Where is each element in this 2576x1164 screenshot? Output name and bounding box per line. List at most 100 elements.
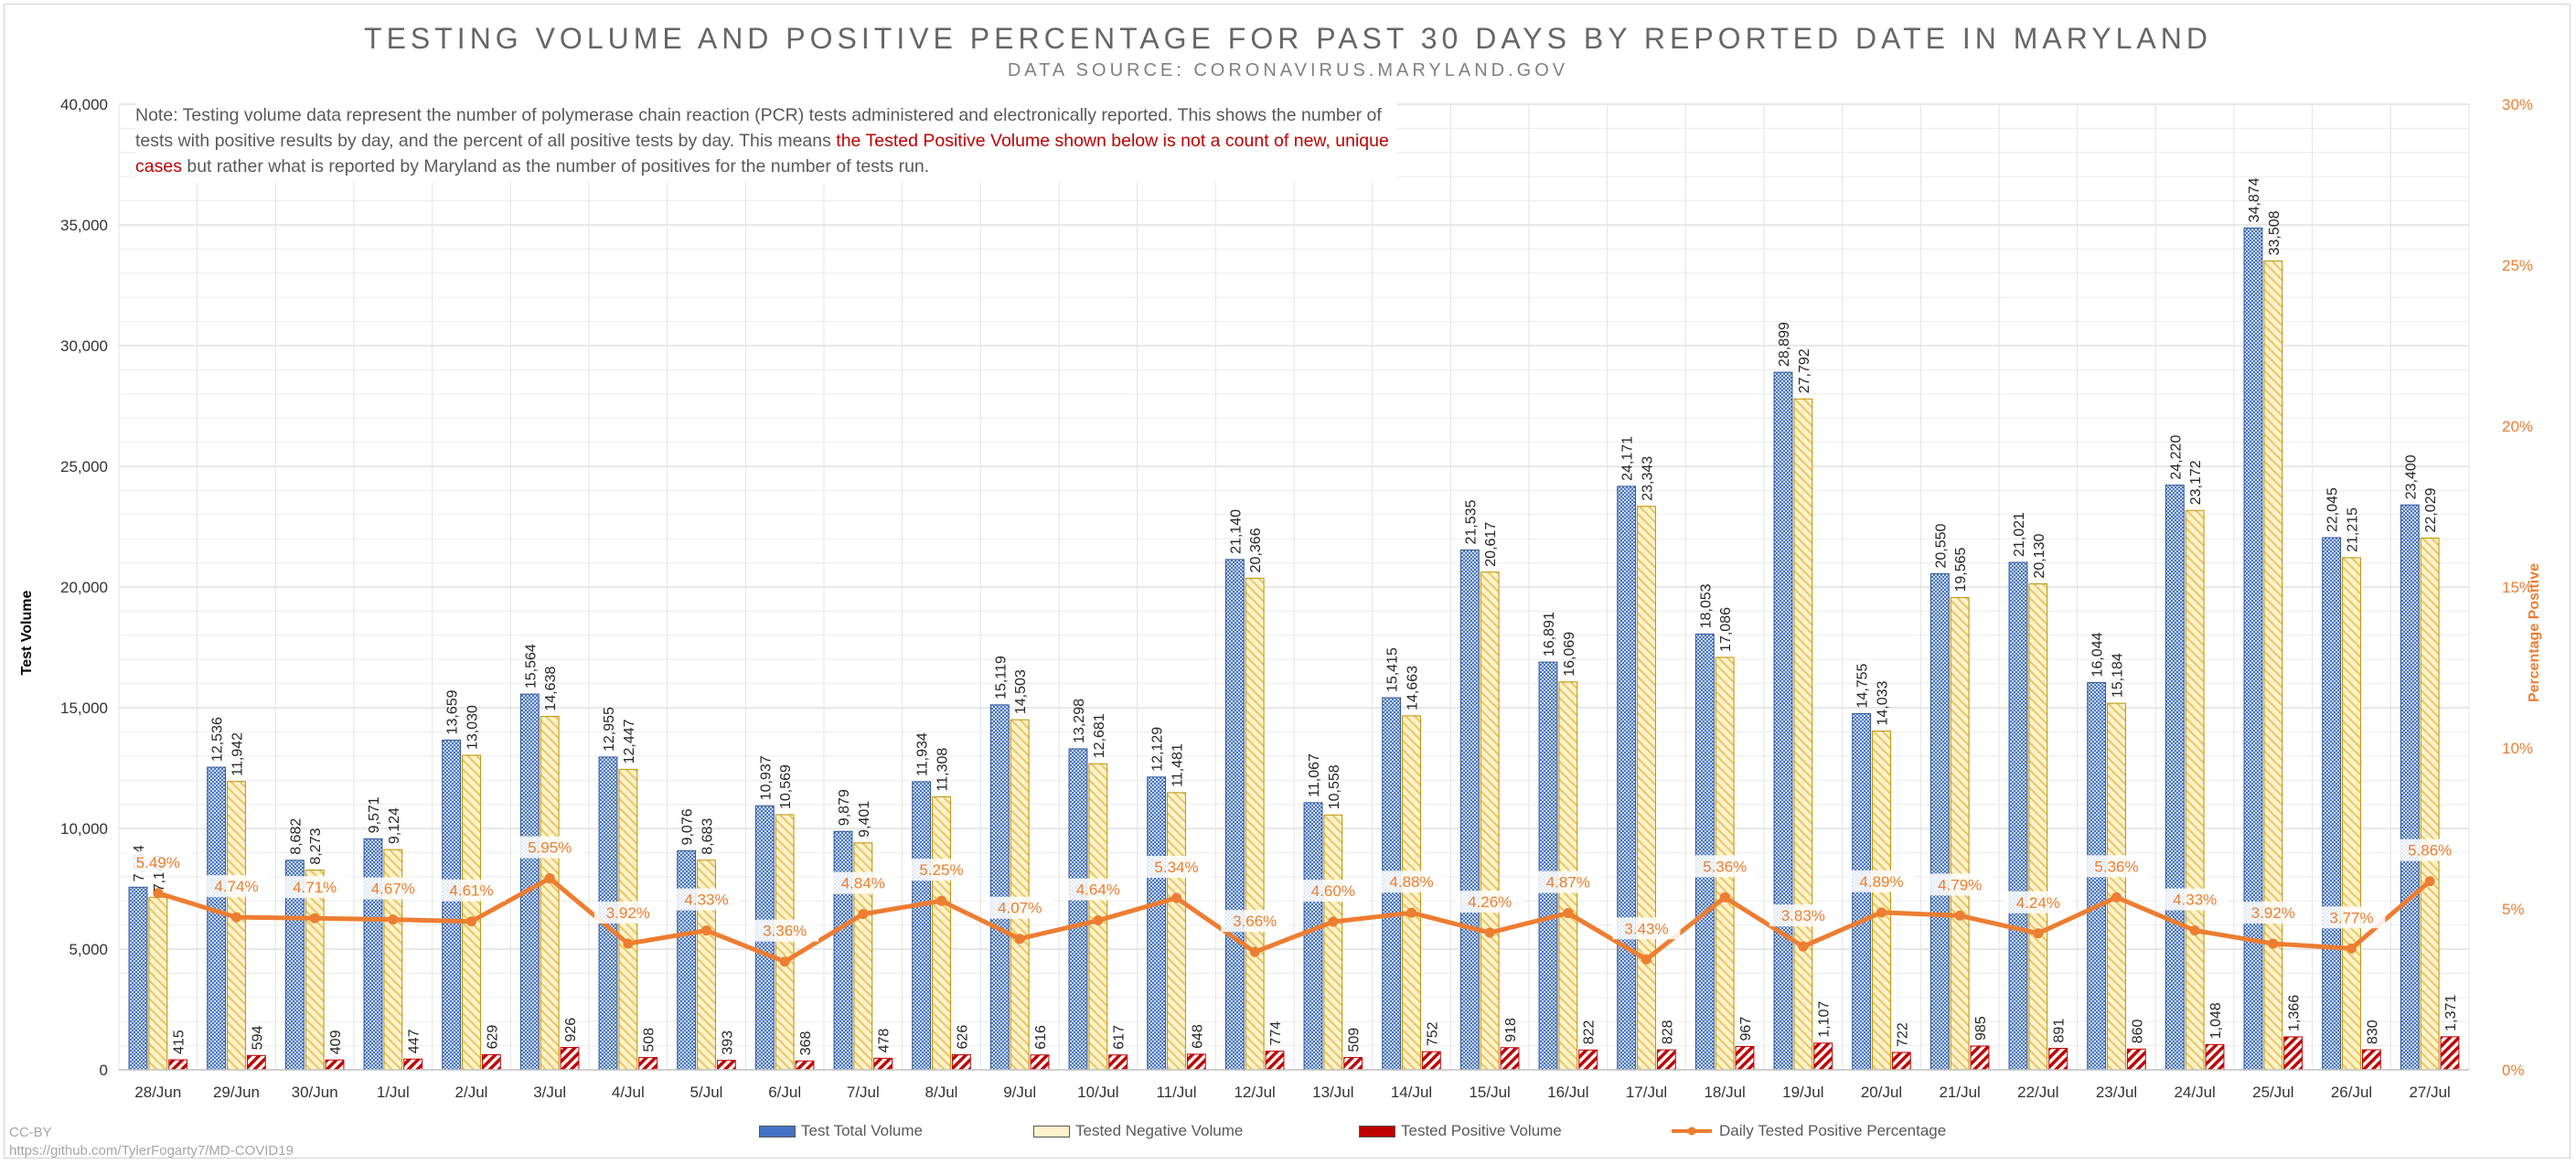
chart-subtitle: DATA SOURCE: CORONAVIRUS.MARYLAND.GOV <box>1007 60 1569 80</box>
bar-negative <box>2342 557 2361 1071</box>
bar-value-label: 1,371 <box>2443 995 2459 1031</box>
y2-tick-label: 20% <box>2502 418 2533 435</box>
bar-positive <box>1186 1053 1206 1071</box>
percentage-label: 5.36% <box>1703 858 1747 875</box>
percentage-label-bg <box>907 859 976 881</box>
bar-negative <box>148 896 168 1071</box>
bar-value-label: 985 <box>1973 1016 1989 1041</box>
percentage-point <box>2111 892 2122 902</box>
bar-positive <box>1500 1047 1520 1071</box>
bar-positive <box>246 1054 266 1071</box>
percentage-label: 4.89% <box>1859 873 1903 891</box>
y-axis-label-right: Percentage Positive <box>2527 562 2542 703</box>
bar-total <box>989 704 1010 1071</box>
percentage-point <box>1171 892 1181 903</box>
x-tick-label: 6/Jul <box>768 1084 801 1101</box>
x-tick-label: 4/Jul <box>612 1084 645 1101</box>
bar-value-label: 20,366 <box>1248 528 1264 572</box>
x-tick-label: 10/Jul <box>1077 1084 1118 1101</box>
bar-positive <box>2205 1043 2225 1071</box>
x-tick-label: 20/Jul <box>1861 1084 1902 1101</box>
bar-value-label: 12,536 <box>210 717 226 762</box>
bar-total <box>833 830 853 1071</box>
bar-value-label: 20,617 <box>1483 522 1499 567</box>
bar-negative <box>1010 719 1030 1071</box>
bar-total <box>1694 633 1715 1071</box>
bar-value-label: 21,535 <box>1463 499 1479 544</box>
chart-note: Note: Testing volume data represent the … <box>135 101 1397 183</box>
percentage-point <box>153 888 164 899</box>
bar-value-label: 24,171 <box>1620 436 1636 481</box>
bar-value-label: 1,048 <box>2208 1002 2224 1039</box>
percentage-label: 4.88% <box>1389 873 1433 891</box>
percentage-label: 4.33% <box>2173 892 2217 909</box>
bar-value-label: 594 <box>250 1026 265 1051</box>
percentage-label-bg <box>828 871 897 894</box>
percentage-label-bg <box>1221 910 1289 933</box>
y2-tick-label: 30% <box>2502 96 2533 113</box>
bar-positive <box>951 1053 971 1071</box>
bar-negative <box>2420 537 2440 1071</box>
bar-value-label: 722 <box>1895 1022 1910 1047</box>
percentage-label: 3.92% <box>2251 904 2295 922</box>
percentage-label: 3.92% <box>606 904 650 922</box>
bar-value-label: 15,415 <box>1385 647 1401 692</box>
bar-total <box>2400 504 2420 1071</box>
bar-value-label: 16,044 <box>2090 632 2106 677</box>
y-axis-label-left: Test Volume <box>19 590 35 676</box>
bar-negative <box>2107 702 2126 1071</box>
note-text-1: Note: Testing volume data represent the … <box>135 105 1382 151</box>
x-tick-label: 30/Jun <box>292 1084 338 1101</box>
axis-ticks-group: 0 5,000 10,000 15,000 20,000 25,000 30,000 35,0… <box>60 96 2533 1101</box>
bar-negative <box>932 796 951 1071</box>
x-tick-label: 9/Jul <box>1003 1084 1036 1101</box>
bar-value-label: 967 <box>1738 1017 1754 1041</box>
credit-url[interactable]: https://github.com/TylerFogarty7/MD-COVI… <box>9 1143 294 1159</box>
credit-license: CC-BY <box>9 1125 52 1140</box>
percentage-label-bg <box>1064 878 1132 901</box>
percentage-label: 3.66% <box>1233 913 1277 930</box>
bar-value-label: 393 <box>720 1031 735 1055</box>
percentage-point <box>1328 916 1339 927</box>
percentage-label-bg <box>437 879 506 902</box>
x-tick-label: 26/Jul <box>2331 1084 2372 1101</box>
bar-positive <box>638 1057 658 1071</box>
bar-value-label: 27,792 <box>1797 348 1812 393</box>
percentage-point <box>779 956 790 967</box>
percentage-point <box>231 912 241 923</box>
percentage-point <box>701 925 711 936</box>
y2-tick-label: 15% <box>2502 579 2533 596</box>
percentage-line <box>157 876 2432 965</box>
percentage-label-bg <box>1299 880 1367 902</box>
y-tick-label: 15,000 <box>60 699 108 717</box>
bar-value-label: 415 <box>172 1030 187 1054</box>
y-tick-label: 25,000 <box>60 458 108 475</box>
bar-value-label: 21,140 <box>1228 509 1244 554</box>
bar-value-label: 830 <box>2365 1020 2380 1044</box>
percentage-point <box>1249 946 1260 957</box>
bar-value-label: 648 <box>1190 1024 1205 1049</box>
bar-value-label: 617 <box>1112 1025 1128 1050</box>
percentage-label: 5.25% <box>919 861 963 879</box>
bar-positive <box>1891 1052 1911 1071</box>
percentage-point <box>544 873 555 884</box>
bar-value-label: 509 <box>1347 1028 1363 1052</box>
y-tick-label: 30,000 <box>60 337 108 355</box>
x-tick-label: 2/Jul <box>455 1084 488 1101</box>
x-tick-label: 7/Jul <box>847 1084 880 1101</box>
legend-swatch-negative <box>1033 1125 1070 1137</box>
bar-total <box>2164 485 2185 1071</box>
bar-positive <box>560 1047 580 1071</box>
bar-positive <box>2126 1048 2146 1071</box>
percentage-label: 3.83% <box>1781 907 1825 924</box>
bar-value-label: 21,021 <box>2012 512 2027 557</box>
bar-value-label: 12,681 <box>1092 713 1107 758</box>
bar-negative <box>1167 792 1186 1071</box>
percentage-point <box>2033 928 2044 939</box>
percentage-point <box>2424 876 2435 887</box>
x-tick-label: 8/Jul <box>925 1084 958 1101</box>
bar-value-label: 1,366 <box>2287 995 2303 1031</box>
bar-negative <box>462 754 481 1071</box>
bar-value-label: 9,879 <box>837 789 852 826</box>
bar-value-label: 13,659 <box>445 689 461 734</box>
